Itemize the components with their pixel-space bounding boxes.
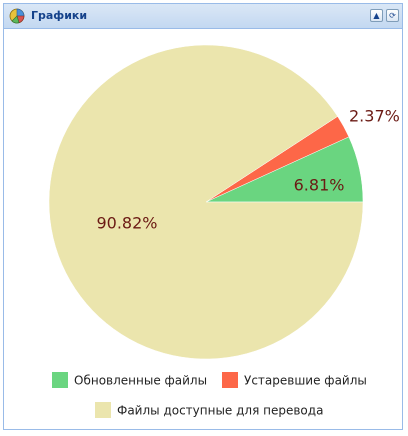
panel-title: Графики [31,9,88,22]
pie-chart: 6.81% 2.37% 90.82% Обновленные файлы Устаре… [48,44,400,418]
legend-swatch-available[interactable] [95,402,111,418]
pie-slice-available[interactable] [48,44,364,360]
charts-panel: Графики ▲ ⟳ 6.81% 2.37% 90.82% Обновленные… [3,3,403,430]
collapse-button[interactable]: ▲ [370,9,383,22]
legend-swatch-updated[interactable] [52,372,68,388]
legend-label-updated[interactable]: Обновленные файлы [74,374,207,388]
slice-label-available: 90.82% [96,214,157,233]
collapse-icon: ▲ [373,11,380,20]
panel-header: Графики ▲ ⟳ [4,4,402,29]
refresh-icon: ⟳ [389,11,396,20]
pie-chart-icon [9,8,25,24]
legend-label-outdated[interactable]: Устаревшие файлы [244,374,367,388]
slice-label-outdated: 2.37% [349,107,400,126]
refresh-button[interactable]: ⟳ [386,9,399,22]
slice-label-updated: 6.81% [294,176,345,195]
legend-swatch-outdated[interactable] [222,372,238,388]
legend-label-available[interactable]: Файлы доступные для перевода [117,404,323,418]
